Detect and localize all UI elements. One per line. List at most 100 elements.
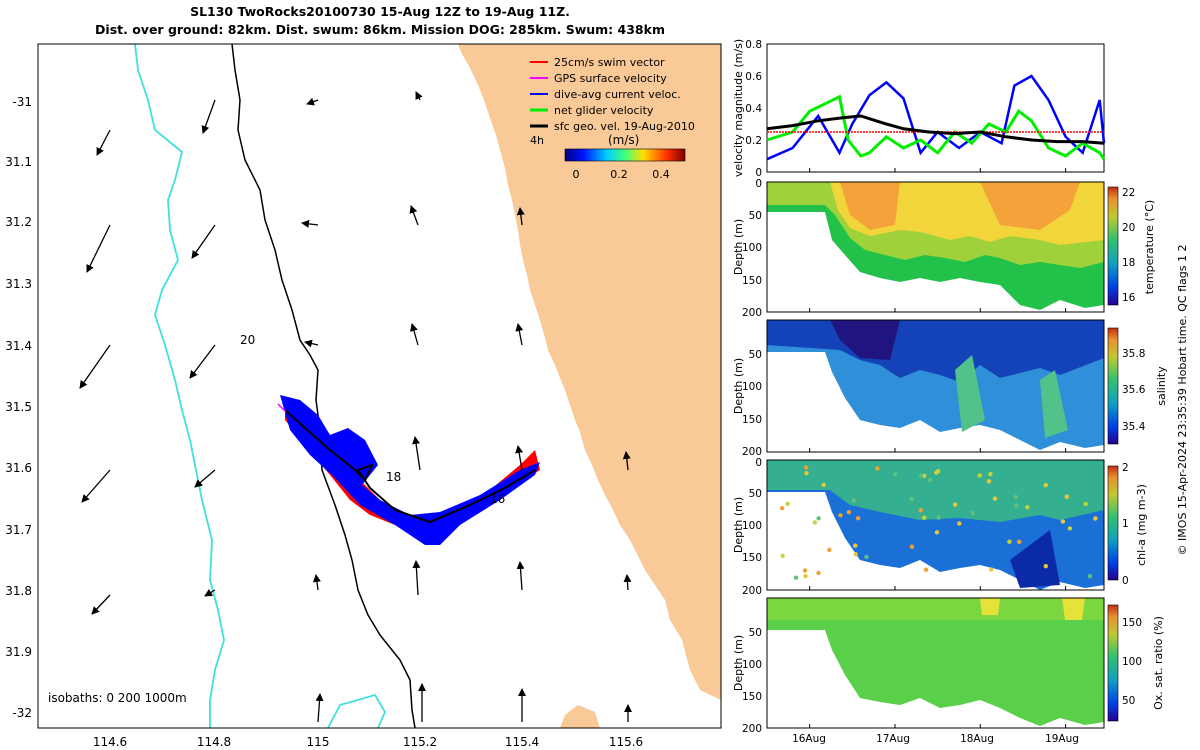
depth-tick: 100 (742, 659, 762, 671)
depth-tick: 0 (755, 457, 762, 469)
chla-sample-dot (923, 567, 929, 572)
chla-sample-dot (992, 496, 998, 501)
legend-label: dive-avg current veloc. (554, 88, 681, 101)
chla-sample-dot (919, 473, 924, 478)
salinity-cbar-tick: 35.8 (1122, 348, 1145, 360)
chla-sample-dot (816, 516, 821, 521)
chla-sample-dot (1064, 494, 1070, 499)
chla-sample-dot (977, 473, 982, 478)
chla-sample-dot (780, 506, 785, 511)
chla-dots (780, 465, 1098, 580)
temperature-fill-hot (840, 182, 1080, 230)
salinity-panel: 50 100 150 200 Depth (m) 35.4 35.6 35.8 … (732, 319, 1168, 458)
oxygen-fill-main (767, 598, 1104, 726)
depth-tick: 100 (742, 242, 762, 254)
vel-ytick-label: 0.4 (745, 103, 762, 115)
colorbar-tick: 0 (573, 168, 580, 181)
chla-sample-dot (853, 552, 858, 557)
map-x-axis: 114.6 114.8 115 115.2 115.4 115.6 (93, 735, 643, 749)
velocity-ylabel: velocity magnitude (m/s) (732, 39, 745, 177)
salinity-ylabel: Depth (m) (732, 358, 745, 414)
chla-sample-dot (1014, 503, 1019, 508)
time-tick-label: 19Aug (1045, 733, 1079, 745)
land-area (458, 44, 721, 728)
chla-sample-dot (927, 477, 933, 483)
map-ytick-label: 31.5 (5, 400, 32, 414)
chla-fill-low (1010, 530, 1060, 588)
copyright-note: © IMOS 15-Apr-2024 23:35:39 Hobart time.… (1176, 245, 1189, 556)
legend-label: net glider velocity (554, 104, 654, 117)
salinity-cbar-tick: 35.4 (1122, 421, 1146, 433)
depth-tick: 200 (742, 585, 762, 597)
velocity-series (766, 74, 1106, 161)
figure-title: SL130 TwoRocks20100730 15-Aug 12Z to 19-… (190, 4, 570, 19)
temperature-frame (766, 181, 1105, 313)
chla-sample-dot (918, 508, 923, 513)
oxygen-fill-high (980, 598, 1085, 620)
chla-frame (766, 459, 1105, 591)
chla-sample-dot (957, 521, 962, 526)
chla-sample-dot (1013, 494, 1019, 500)
swim-vector-cloud (285, 405, 540, 528)
position-label-16: 16 (490, 492, 505, 506)
chla-sample-dot (804, 471, 809, 476)
map-ytick-label: 31.9 (5, 645, 32, 659)
chla-sample-dot (986, 479, 992, 484)
map-xtick-label: 114.6 (93, 735, 127, 749)
map-ytick-label: -32 (12, 706, 32, 720)
chla-sample-dot (846, 510, 852, 515)
depth-tick: 150 (742, 691, 762, 703)
map-xtick-label: 115.6 (609, 735, 643, 749)
gps-segment (277, 403, 287, 413)
chla-sample-dot (816, 570, 821, 576)
chla-sample-dot (864, 554, 869, 560)
chla-sample-dot (909, 496, 914, 502)
chla-sample-dot (1060, 519, 1066, 524)
oxygen-cbar-tick: 100 (1122, 656, 1142, 668)
chla-sample-dot (1093, 516, 1098, 521)
map-ytick-label: 31.8 (5, 584, 32, 598)
colorbar-tick: 0.4 (652, 168, 670, 181)
chla-cbar-tick: 1 (1122, 518, 1129, 530)
depth-tick: 150 (742, 275, 762, 287)
isobath-1000m (134, 44, 387, 728)
chla-sample-dot (909, 544, 915, 549)
oxygen-ylabel: Depth (m) (732, 635, 745, 691)
chla-panel: 0 50 100 150 200 Depth (m) 0 1 2 chl-a (… (732, 457, 1148, 597)
chla-colorbar (1107, 465, 1119, 581)
chla-sample-dot (853, 543, 858, 548)
chla-cbar-tick: 0 (1122, 575, 1129, 587)
velocity-panel: 0.8 0.6 0.4 0.2 0 velocity magnitude (m/… (732, 39, 1106, 179)
vel-ytick-label: 0.8 (745, 39, 762, 51)
chla-sample-dot (827, 547, 832, 552)
chla-sample-dot (793, 575, 799, 580)
legend-label: sfc geo. vel. 19-Aug-2010 (554, 120, 695, 133)
chla-sample-dot (812, 520, 818, 525)
oxygen-colorbar (1107, 604, 1119, 722)
map-ytick-label: 31.3 (5, 277, 32, 291)
salinity-cbar-label: salinity (1155, 366, 1168, 406)
depth-tick: 150 (742, 414, 762, 426)
salinity-cbar-tick: 35.6 (1122, 384, 1146, 396)
depth-tick: 50 (749, 349, 762, 361)
depth-tick: 50 (749, 488, 762, 500)
velocity-line-sfc-geo (766, 114, 1105, 145)
chla-sample-dot (1017, 539, 1022, 544)
salinity-fill-saline (955, 355, 1068, 438)
isobaths-caption: isobaths: 0 200 1000m (48, 691, 187, 705)
map-ytick-label: 31.2 (5, 215, 32, 229)
chla-sample-dot (1087, 574, 1093, 579)
map-ytick-label: -31 (12, 95, 32, 109)
chla-sample-dot (936, 515, 941, 520)
temperature-cbar-tick: 16 (1122, 292, 1136, 304)
legend-time-marker: 4h (530, 134, 544, 147)
map-y-axis: -31 31.1 31.2 31.3 31.4 31.5 31.6 31.7 3… (5, 95, 32, 720)
chla-fill-surface (767, 460, 1104, 522)
vel-ytick-label: 0.6 (745, 71, 762, 83)
map-legend: 25cm/s swim vector GPS surface velocity … (530, 56, 695, 181)
chla-sample-dot (1043, 564, 1049, 569)
sfc-velocity-arrows (79, 91, 632, 723)
chla-sample-dot (952, 502, 958, 507)
chla-sample-dot (892, 472, 898, 477)
temperature-cbar-tick: 20 (1122, 222, 1135, 234)
